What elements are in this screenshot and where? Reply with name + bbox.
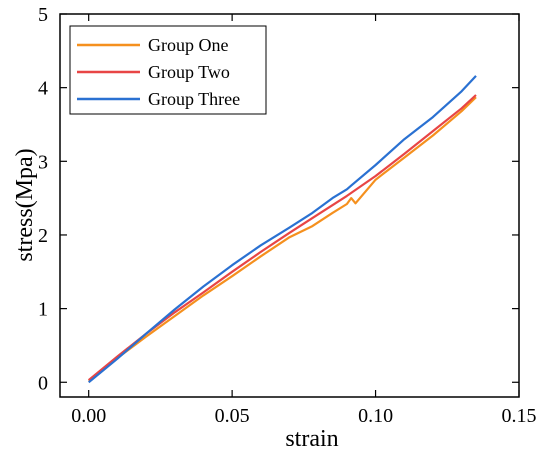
y-tick-label: 0 xyxy=(38,372,48,394)
y-tick-label: 3 xyxy=(38,151,48,173)
series-line-3 xyxy=(88,75,477,384)
ticks-layer: 0.00 0.05 0.10 0.15 0 1 2 3 4 5 xyxy=(38,4,537,427)
series-line-1 xyxy=(88,96,477,382)
y-axis-title: stress(Mpa) xyxy=(12,148,38,261)
plot-frame xyxy=(59,13,520,398)
y-tick-label: 1 xyxy=(38,299,48,321)
x-tick-label: 0.05 xyxy=(215,405,250,427)
y-tick-label: 4 xyxy=(38,78,48,100)
y-tick-label: 5 xyxy=(38,4,48,26)
x-tick-label: 0.15 xyxy=(502,405,537,427)
x-tick-label: 0.00 xyxy=(71,405,106,427)
legend-label: Group One xyxy=(148,35,228,55)
legend: Group One Group Two Group Three xyxy=(69,25,267,115)
x-axis-title: strain xyxy=(285,426,338,452)
legend-label: Group Two xyxy=(148,62,230,82)
legend-label: Group Three xyxy=(148,89,240,109)
x-tick-label: 0.10 xyxy=(358,405,393,427)
series-layer xyxy=(88,75,477,384)
legend-items: Group One Group Two Group Three xyxy=(77,35,240,109)
y-tick-label: 2 xyxy=(38,225,48,247)
